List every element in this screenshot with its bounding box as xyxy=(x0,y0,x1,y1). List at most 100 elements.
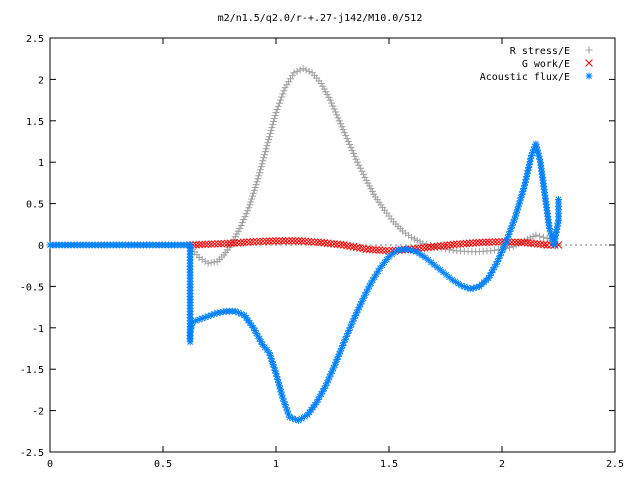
interpolated-point xyxy=(238,219,246,227)
series-1 xyxy=(186,237,563,255)
interpolated-point xyxy=(265,133,273,141)
interpolated-point xyxy=(285,78,293,86)
data-point xyxy=(487,247,495,255)
interpolated-point xyxy=(352,155,360,163)
data-point xyxy=(204,259,212,267)
interpolated-point xyxy=(251,183,259,191)
interpolated-point xyxy=(217,239,225,248)
interpolated-point xyxy=(517,238,526,247)
interpolated-point xyxy=(274,102,282,110)
interpolated-point xyxy=(250,186,258,194)
interpolated-point xyxy=(533,240,542,248)
interpolated-point xyxy=(507,224,515,232)
interpolated-point xyxy=(273,105,281,113)
interpolated-point xyxy=(247,198,255,206)
data-point xyxy=(555,195,562,203)
data-point xyxy=(317,238,326,247)
interpolated-point xyxy=(288,72,296,80)
interpolated-point xyxy=(511,238,519,247)
interpolated-point xyxy=(195,240,204,249)
data-point xyxy=(367,279,375,287)
y-tick-label: -1.5 xyxy=(20,365,44,376)
interpolated-point xyxy=(265,136,273,144)
interpolated-point xyxy=(280,87,288,95)
data-point xyxy=(245,204,253,212)
interpolated-point xyxy=(491,238,500,246)
interpolated-point xyxy=(248,192,256,200)
interpolated-point xyxy=(433,242,442,251)
interpolated-point xyxy=(446,241,455,249)
series-group xyxy=(46,65,563,425)
interpolated-point xyxy=(210,240,219,248)
data-point xyxy=(226,239,235,248)
data-point xyxy=(358,297,366,305)
interpolated-point xyxy=(246,201,254,209)
data-point xyxy=(353,158,361,166)
y-tick-label: 2 xyxy=(38,75,44,86)
x-tick-label: 1.5 xyxy=(380,459,398,470)
interpolated-point xyxy=(490,246,498,254)
data-point xyxy=(452,240,461,249)
data-point xyxy=(344,138,352,145)
data-point xyxy=(236,224,244,232)
interpolated-point xyxy=(375,246,384,254)
interpolated-point xyxy=(378,246,387,255)
interpolated-point xyxy=(278,93,286,101)
interpolated-point xyxy=(443,241,451,250)
interpolated-point xyxy=(462,239,471,248)
interpolated-point xyxy=(271,112,279,120)
interpolated-point xyxy=(277,96,285,104)
interpolated-point xyxy=(278,237,287,245)
interpolated-point xyxy=(293,67,301,75)
interpolated-point xyxy=(449,240,458,249)
interpolated-point xyxy=(262,237,271,246)
y-tick-label: 0 xyxy=(38,241,44,252)
interpolated-point xyxy=(459,239,468,248)
interpolated-point xyxy=(302,66,310,74)
interpolated-point xyxy=(270,115,278,123)
interpolated-point xyxy=(256,166,264,174)
interpolated-point xyxy=(369,245,377,254)
interpolated-point xyxy=(305,67,313,75)
interpolated-point xyxy=(333,111,341,119)
interpolated-point xyxy=(259,157,267,165)
interpolated-point xyxy=(267,127,275,135)
interpolated-point xyxy=(381,246,390,255)
interpolated-point xyxy=(456,240,464,248)
interpolated-point xyxy=(506,243,514,251)
interpolated-point xyxy=(465,239,474,248)
interpolated-point xyxy=(342,132,350,140)
interpolated-point xyxy=(351,152,359,160)
interpolated-point xyxy=(349,242,358,251)
interpolated-point xyxy=(328,99,336,107)
interpolated-point xyxy=(214,239,222,248)
legend: R stress/E G work/E Acoustic flux/E xyxy=(480,46,593,83)
interpolated-point xyxy=(536,240,545,249)
interpolated-point xyxy=(291,237,300,245)
interpolated-point xyxy=(266,130,274,138)
interpolated-point xyxy=(262,145,270,153)
chart-title: m2/n1.5/q2.0/r-+.27-j142/M10.0/512 xyxy=(218,13,423,24)
interpolated-point xyxy=(253,178,261,186)
interpolated-point xyxy=(242,210,250,218)
interpolated-point xyxy=(255,172,263,180)
interpolated-point xyxy=(358,167,366,175)
interpolated-point xyxy=(494,237,503,246)
interpolated-point xyxy=(420,243,429,252)
interpolated-point xyxy=(201,240,210,249)
interpolated-point xyxy=(505,231,513,239)
interpolated-point xyxy=(207,259,215,267)
data-point xyxy=(249,237,258,246)
interpolated-point xyxy=(297,237,306,245)
interpolated-point xyxy=(343,241,351,250)
interpolated-point xyxy=(260,151,268,159)
y-tick-label: -0.5 xyxy=(20,282,44,293)
interpolated-point xyxy=(256,237,264,246)
interpolated-point xyxy=(323,239,332,248)
interpolated-point xyxy=(249,189,257,197)
series-0 xyxy=(46,65,560,267)
interpolated-point xyxy=(198,255,206,263)
data-point xyxy=(188,318,196,326)
y-tick-label: -1 xyxy=(32,324,44,335)
